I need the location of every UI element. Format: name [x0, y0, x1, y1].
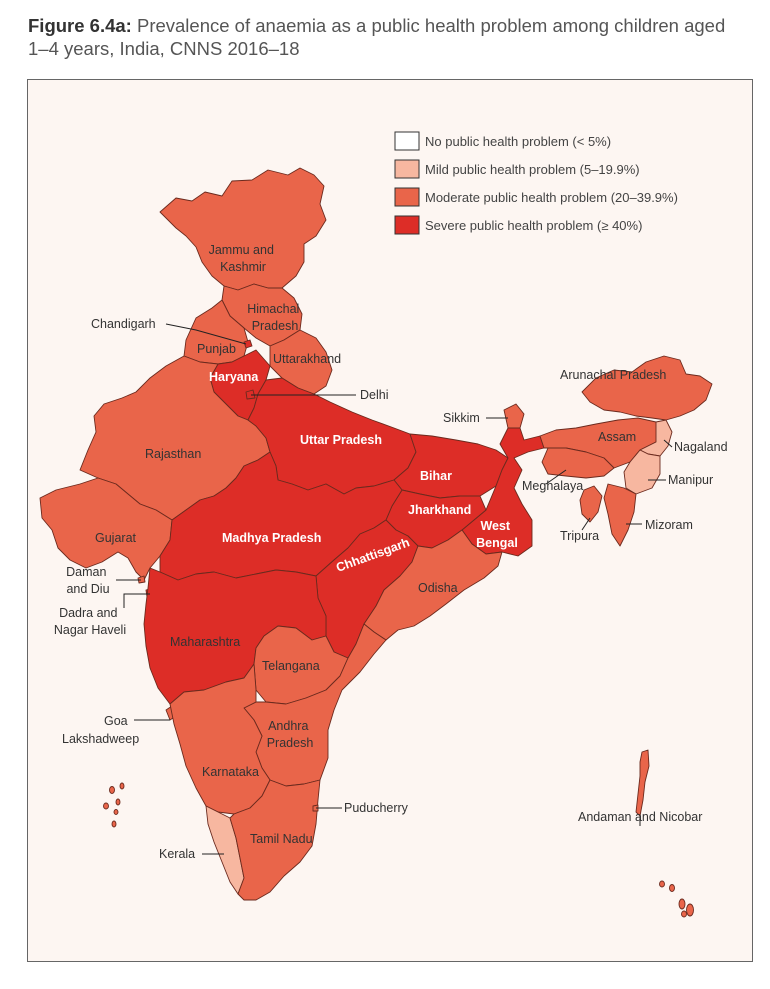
legend-swatch-moderate: [394, 187, 420, 207]
label-andhra-line1: Andhra: [268, 719, 308, 733]
label-madhya-pradesh: Madhya Pradesh: [222, 531, 321, 545]
region-puducherry: [312, 804, 319, 812]
region-delhi: [245, 389, 256, 400]
label-punjab: Punjab: [197, 342, 236, 356]
region-mizoram: [603, 483, 637, 547]
label-dadra-line2: Nagar Haveli: [54, 623, 126, 637]
region-uttarakhand: [269, 329, 333, 395]
region-arunachal: [581, 355, 713, 421]
legend-swatch-none: [394, 131, 420, 151]
region-meghalaya: [541, 447, 615, 479]
label-tripura: Tripura: [560, 529, 599, 543]
leader-nagaland: [663, 439, 673, 448]
label-west-bengal: West Bengal: [476, 519, 518, 550]
label-west-bengal-line1: West: [480, 519, 510, 533]
label-jharkhand: Jharkhand: [408, 503, 471, 517]
legend: No public health problem (< 5%) Mild pub…: [394, 131, 678, 235]
leader-lines: [116, 323, 673, 855]
label-himachal: Himachal Pradesh: [247, 302, 303, 333]
label-daman-diu: Daman and Diu: [66, 565, 110, 596]
label-sikkim: Sikkim: [443, 411, 480, 425]
label-telangana: Telangana: [262, 659, 320, 673]
label-puducherry: Puducherry: [344, 801, 409, 815]
label-assam: Assam: [598, 430, 636, 444]
region-lakshadweep: [103, 782, 125, 828]
leader-meghalaya: [545, 469, 567, 485]
figure-caption: Prevalence of anaemia as a public health…: [28, 15, 726, 59]
label-daman-diu-line2: and Diu: [66, 582, 109, 596]
label-manipur: Manipur: [668, 473, 713, 487]
label-himachal-line1: Himachal: [247, 302, 299, 316]
label-jammu-kashmir: Jammu and Kashmir: [209, 243, 278, 274]
region-karnataka: [169, 663, 271, 815]
legend-label-moderate: Moderate public health problem (20–39.9%…: [425, 190, 678, 205]
figure-label: Figure 6.4a:: [28, 15, 132, 36]
leader-dadra: [123, 593, 150, 608]
legend-label-mild: Mild public health problem (5–19.9%): [425, 162, 640, 177]
label-uttar-pradesh: Uttar Pradesh: [300, 433, 382, 447]
region-odisha: [363, 529, 503, 641]
label-goa: Goa: [104, 714, 128, 728]
region-jammu-kashmir: [159, 167, 327, 291]
legend-label-severe: Severe public health problem (≥ 40%): [425, 218, 642, 233]
legend-swatch-severe: [394, 215, 420, 235]
label-andhra: Andhra Pradesh: [267, 719, 314, 750]
leader-chandigarh: [165, 323, 247, 345]
label-dadra-line1: Dadra and: [59, 606, 117, 620]
label-west-bengal-line2: Bengal: [476, 536, 518, 550]
label-andhra-line2: Pradesh: [267, 736, 314, 750]
label-tamil-nadu: Tamil Nadu: [250, 832, 313, 846]
region-manipur: [623, 449, 661, 495]
label-maharashtra: Maharashtra: [170, 635, 240, 649]
region-tamil-nadu: [229, 779, 321, 901]
label-himachal-line2: Pradesh: [252, 319, 299, 333]
label-meghalaya: Meghalaya: [522, 479, 583, 493]
label-nagaland: Nagaland: [674, 440, 728, 454]
label-odisha: Odisha: [418, 581, 458, 595]
label-dadra: Dadra and Nagar Haveli: [54, 606, 126, 637]
region-sikkim: [503, 403, 525, 429]
region-daman-diu: [137, 575, 146, 584]
label-jammu-kashmir-line2: Kashmir: [220, 260, 266, 274]
label-karnataka: Karnataka: [202, 765, 259, 779]
label-arunachal: Arunachal Pradesh: [560, 368, 666, 382]
label-gujarat: Gujarat: [95, 531, 137, 545]
region-tripura: [579, 485, 603, 523]
label-daman-diu-line1: Daman: [66, 565, 106, 579]
legend-label-none: No public health problem (< 5%): [425, 134, 611, 149]
label-delhi: Delhi: [360, 388, 389, 402]
label-kerala: Kerala: [159, 847, 195, 861]
label-rajasthan: Rajasthan: [145, 447, 201, 461]
legend-swatch-mild: [394, 159, 420, 179]
label-jammu-kashmir-line1: Jammu and: [209, 243, 274, 257]
label-chandigarh: Chandigarh: [91, 317, 156, 331]
region-chandigarh: [243, 339, 253, 349]
figure-title: Figure 6.4a: Prevalence of anaemia as a …: [28, 14, 748, 60]
label-uttarakhand: Uttarakhand: [273, 352, 341, 366]
label-andaman: Andaman and Nicobar: [578, 810, 702, 824]
label-mizoram: Mizoram: [645, 518, 693, 532]
label-bihar: Bihar: [420, 469, 452, 483]
label-lakshadweep: Lakshadweep: [62, 732, 139, 746]
label-haryana: Haryana: [209, 370, 259, 384]
leader-tripura: [581, 517, 591, 531]
region-andaman: [635, 749, 694, 918]
